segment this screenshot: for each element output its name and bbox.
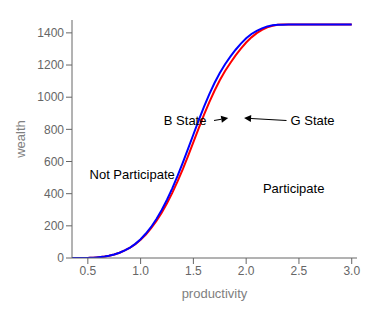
svg-text:productivity: productivity: [182, 286, 248, 301]
svg-text:1.0: 1.0: [132, 264, 149, 278]
svg-text:200: 200: [44, 219, 64, 233]
svg-text:2.5: 2.5: [291, 264, 308, 278]
svg-text:3.0: 3.0: [343, 264, 360, 278]
svg-text:400: 400: [44, 187, 64, 201]
svg-text:wealth: wealth: [13, 120, 28, 159]
svg-text:1400: 1400: [37, 26, 64, 40]
svg-text:600: 600: [44, 155, 64, 169]
svg-text:2.0: 2.0: [238, 264, 255, 278]
svg-text:Participate: Participate: [263, 181, 324, 196]
svg-text:1.5: 1.5: [185, 264, 202, 278]
svg-text:0.5: 0.5: [79, 264, 96, 278]
svg-text:1200: 1200: [37, 58, 64, 72]
svg-text:G State: G State: [291, 113, 335, 128]
svg-text:800: 800: [44, 123, 64, 137]
svg-text:B State: B State: [164, 113, 207, 128]
svg-text:Not Participate: Not Participate: [90, 167, 175, 182]
svg-text:1000: 1000: [37, 90, 64, 104]
svg-text:0: 0: [57, 251, 64, 265]
